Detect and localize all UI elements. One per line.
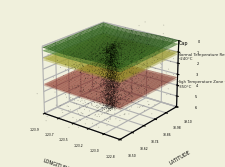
Y-axis label: LATITUDE: LATITUDE [169,150,191,166]
X-axis label: LONGITUDE: LONGITUDE [42,158,71,167]
